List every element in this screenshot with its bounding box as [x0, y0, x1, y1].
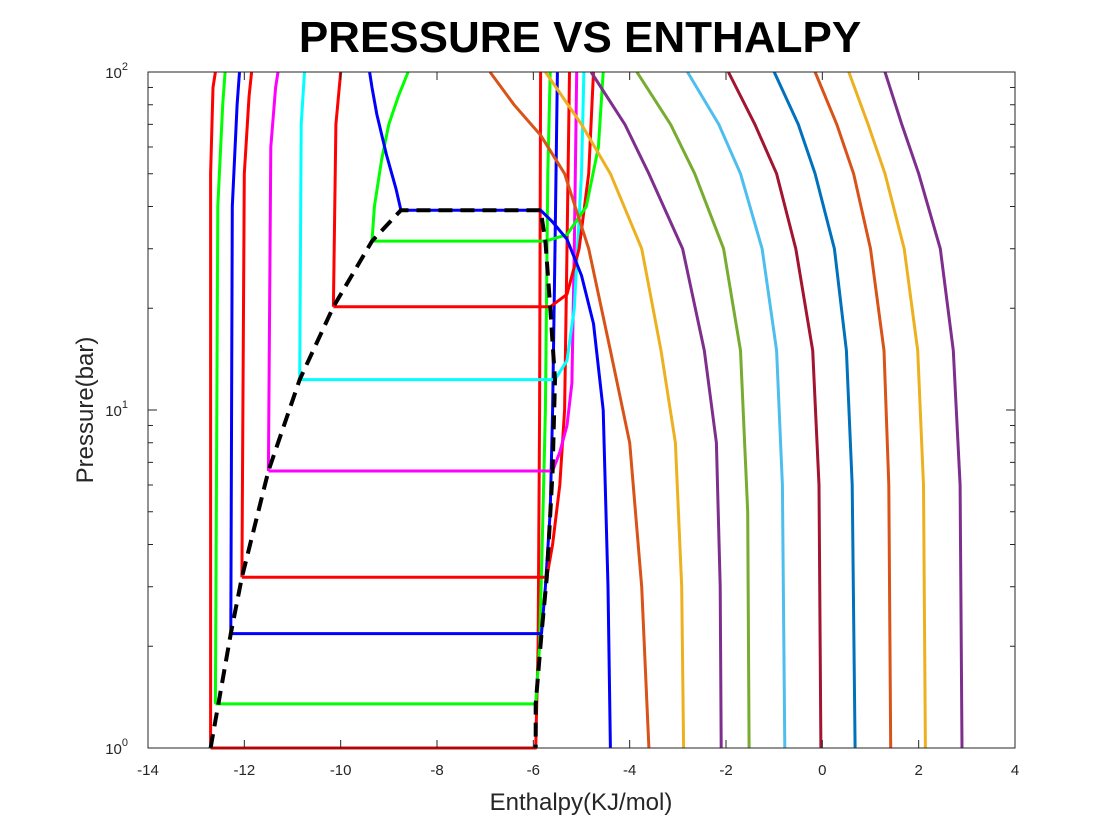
isotherm-line-21	[589, 71, 723, 749]
isotherm-line-2	[213, 71, 227, 704]
x-tick-label: -12	[233, 762, 255, 779]
isotherm-line-15	[299, 71, 586, 382]
x-tick-label: -10	[330, 762, 352, 779]
x-tick-label: -6	[527, 762, 540, 779]
saturation-dome-dashed	[208, 208, 557, 749]
y-tick-label: 100	[105, 737, 128, 758]
y-tick-exponent: 0	[122, 737, 128, 749]
x-axis-label: Enthalpy(KJ/mol)	[490, 789, 673, 816]
isotherm-line-17	[372, 71, 605, 243]
x-tick-label: 2	[914, 762, 922, 779]
isotherm-line-4	[240, 71, 254, 578]
x-tick-label: -8	[430, 762, 443, 779]
isotherm-line-18	[400, 208, 612, 749]
isotherm-line-16	[333, 71, 595, 309]
isotherm-line-28	[883, 71, 964, 749]
isotherm-line-7	[331, 71, 343, 307]
x-tick-label: 4	[1011, 762, 1019, 779]
x-tick-label: -4	[623, 762, 636, 779]
x-tick-label: -14	[137, 762, 159, 779]
y-tick-label: 101	[105, 399, 128, 420]
isotherm-line-25	[772, 71, 857, 749]
isotherm-line-6	[298, 71, 306, 380]
isotherm-line-23	[686, 71, 787, 749]
isotherm-line-9	[368, 71, 403, 211]
isotherm-line-5	[266, 71, 280, 472]
isotherm-line-22	[635, 71, 751, 749]
isotherm-line-27	[847, 71, 927, 749]
y-tick-exponent: 1	[122, 399, 128, 411]
series-layer	[208, 71, 964, 750]
y-tick-exponent: 2	[122, 61, 128, 73]
isotherm-line-20	[544, 71, 686, 749]
isotherm-line-19	[488, 71, 651, 749]
y-tick-label: 102	[105, 61, 128, 82]
y-axis-label: Pressure(bar)	[72, 337, 99, 484]
isotherm-line-1	[209, 71, 217, 748]
isotherm-line-26	[813, 71, 893, 749]
x-tick-label: 0	[818, 762, 826, 779]
isotherm-line-8	[370, 71, 410, 242]
isotherm-line-24	[727, 71, 823, 749]
plot-frame	[147, 71, 1016, 749]
x-tick-label: -2	[719, 762, 732, 779]
chart-title: PRESSURE VS ENTHALPY	[299, 13, 861, 62]
isotherm-line-3	[229, 71, 241, 634]
